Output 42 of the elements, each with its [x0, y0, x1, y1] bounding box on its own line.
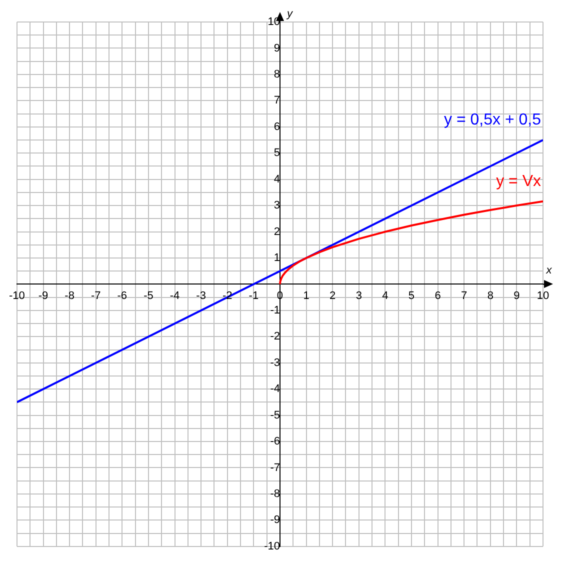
series-label: y = Vx — [496, 172, 541, 190]
y-tick-label: 3 — [274, 200, 280, 212]
y-tick-label: -5 — [270, 409, 280, 422]
x-tick-label: -10 — [8, 290, 25, 302]
y-tick-label: -3 — [270, 356, 280, 369]
x-tick-label: 10 — [536, 290, 550, 302]
y-tick-label: 6 — [274, 120, 280, 133]
y-tick-label: -10 — [264, 540, 280, 552]
y-tick-label: 9 — [274, 42, 280, 54]
y-tick-label: -6 — [270, 436, 280, 448]
y-tick-label: -7 — [270, 462, 280, 474]
x-tick-label: 4 — [382, 290, 388, 302]
y-tick-label: 7 — [274, 94, 280, 107]
y-tick-label: -4 — [270, 383, 280, 396]
x-tick-label: 1 — [303, 290, 310, 302]
x-tick-label: -9 — [38, 290, 48, 302]
x-tick-label: 7 — [461, 290, 468, 302]
y-tick-label: -9 — [270, 514, 280, 526]
x-tick-label: 9 — [514, 290, 520, 302]
x-tick-label: -3 — [196, 290, 206, 302]
x-tick-label: -1 — [248, 290, 259, 302]
y-tick-label: -2 — [270, 330, 280, 343]
x-tick-label: -5 — [144, 290, 154, 302]
x-tick-label: -4 — [170, 290, 180, 302]
x-axis-title: x — [545, 264, 552, 276]
x-tick-label: -6 — [117, 290, 128, 302]
y-tick-label: 4 — [274, 173, 280, 186]
x-tick-label: -8 — [64, 290, 74, 302]
y-tick-label: -1 — [270, 304, 280, 316]
y-tick-label: 8 — [274, 68, 280, 80]
y-tick-label: -8 — [270, 488, 280, 500]
x-tick-label: 8 — [487, 290, 494, 302]
x-tick-label: 3 — [356, 290, 362, 302]
x-tick-label: 5 — [408, 290, 415, 302]
x-tick-label: 2 — [330, 290, 336, 302]
y-axis-title: y — [286, 8, 294, 20]
y-tick-label: 1 — [274, 252, 280, 264]
y-tick-label: 5 — [274, 147, 280, 160]
x-tick-label: -7 — [90, 290, 101, 302]
y-tick-label: 2 — [274, 226, 280, 238]
x-tick-label: 6 — [434, 290, 441, 302]
series-label: y = 0,5x + 0,5 — [444, 111, 542, 128]
